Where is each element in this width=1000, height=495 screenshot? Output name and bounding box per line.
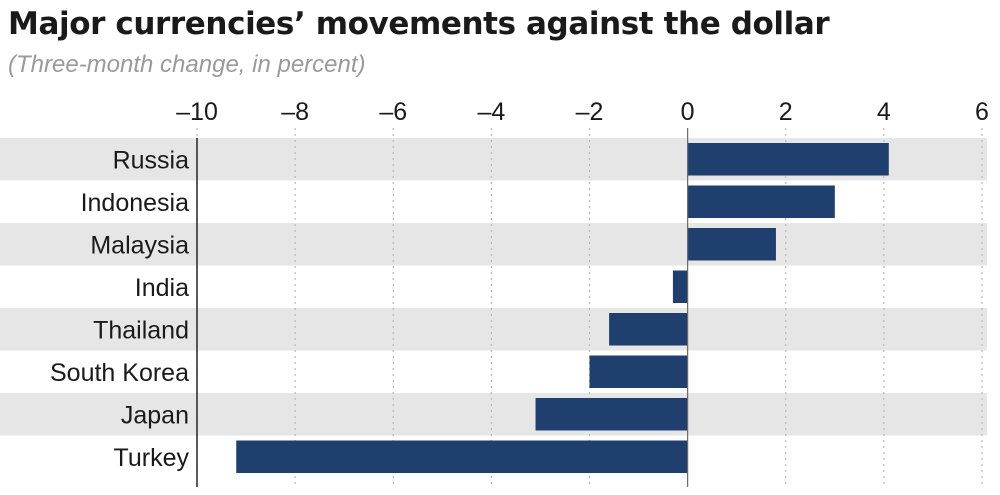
bar-indonesia bbox=[687, 185, 835, 218]
bar-russia bbox=[687, 143, 889, 176]
x-tick-label: –10 bbox=[176, 98, 218, 126]
x-tick-label: –4 bbox=[477, 98, 505, 126]
bars bbox=[236, 143, 889, 473]
bar-malaysia bbox=[687, 228, 776, 261]
x-tick-label: 4 bbox=[877, 98, 891, 126]
category-label: South Korea bbox=[50, 359, 189, 387]
x-tick-labels: –10 –8 –6 –4 –2 0 2 4 6 bbox=[176, 98, 989, 126]
axes bbox=[196, 128, 689, 487]
row-band bbox=[0, 393, 987, 436]
x-tick-label: –6 bbox=[379, 98, 407, 126]
category-labels: Russia Indonesia Malaysia India Thailand Sout… bbox=[50, 146, 189, 472]
category-label: Indonesia bbox=[81, 189, 190, 217]
category-label: India bbox=[135, 274, 189, 302]
category-label: Japan bbox=[121, 401, 189, 429]
x-tick-label: 2 bbox=[779, 98, 793, 126]
bar-india bbox=[672, 270, 688, 303]
x-tick-label: 6 bbox=[975, 98, 989, 126]
bar-thailand bbox=[609, 313, 688, 346]
x-tick-label: –8 bbox=[281, 98, 309, 126]
category-label: Thailand bbox=[93, 316, 189, 344]
row-bands bbox=[0, 138, 987, 436]
category-label: Russia bbox=[113, 146, 190, 174]
chart-title: Major currencies’ movements against the … bbox=[8, 6, 830, 42]
bar-japan bbox=[535, 398, 688, 431]
row-band bbox=[0, 223, 987, 266]
chart-subtitle: (Three-month change, in percent) bbox=[8, 51, 366, 78]
bar-turkey bbox=[236, 440, 688, 473]
x-tick-label: –2 bbox=[576, 98, 604, 126]
row-band bbox=[0, 308, 987, 351]
bar-south-korea bbox=[589, 355, 688, 388]
x-tick-label: 0 bbox=[681, 98, 695, 126]
category-label: Malaysia bbox=[90, 231, 189, 259]
category-label: Turkey bbox=[114, 444, 190, 472]
